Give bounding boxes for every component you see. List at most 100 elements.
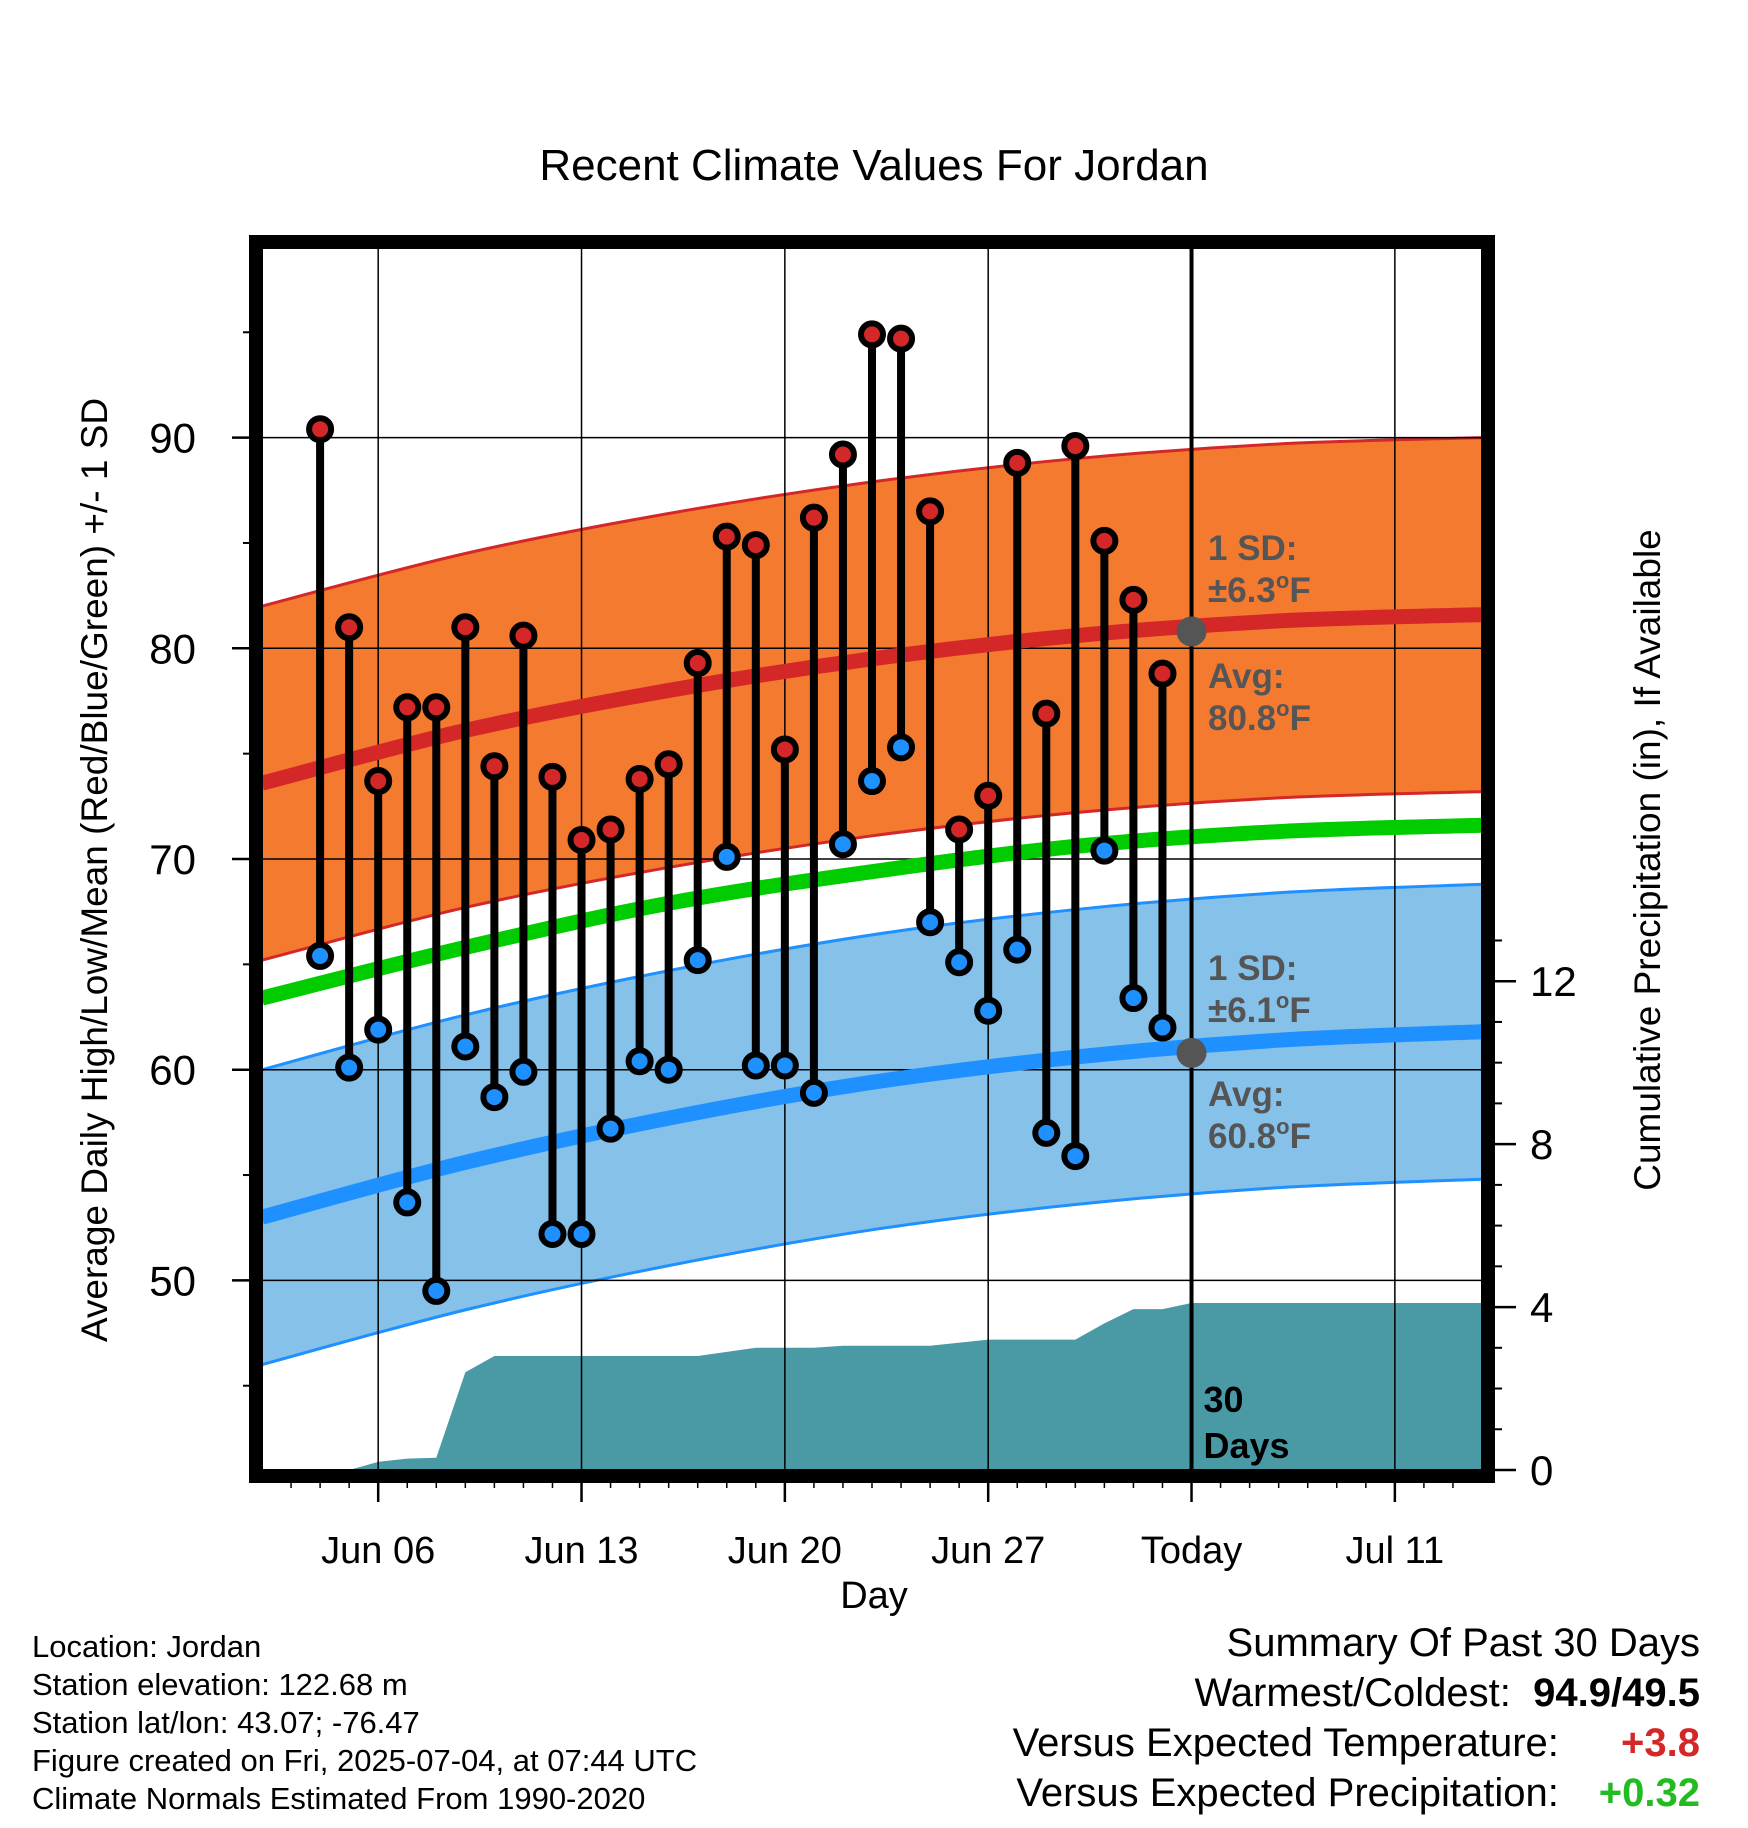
daily-high-point [451,613,480,642]
daily-high-point [1061,432,1090,461]
summary-title: Summary Of Past 30 Days [1226,1621,1700,1665]
precip-area [262,1302,1482,1470]
daily-low-point [974,996,1003,1025]
low-sd-lower-edge [262,1177,1482,1367]
daily-high-point [625,764,654,793]
today-days-line: 30 [1204,1379,1244,1420]
high-sd-label-degree: o [1276,568,1289,593]
today-days-line: Days [1204,1425,1290,1466]
daily-high-point [945,815,974,844]
high-avg-label-degree: o [1276,696,1289,721]
daily-low-point [654,1055,683,1084]
precip-value: +0.32 [1598,1771,1700,1815]
x-axis-label: Day [840,1575,908,1617]
daily-low-point [1090,836,1119,865]
daily-high-point [799,503,828,532]
low-avg-label-degree: o [1276,1114,1289,1139]
y2-tick-label: 4 [1530,1284,1553,1331]
daily-low-point [858,767,886,796]
y-axis-label: Average Daily High/Low/Mean (Red/Blue/Gr… [74,398,115,1342]
summary-panel: Summary Of Past 30 Days Warmest/Coldest:… [1013,1618,1700,1818]
warm-label: Warmest/Coldest: [1194,1671,1511,1715]
daily-high-point [567,826,596,855]
temp-label: Versus Expected Temperature: [1012,1721,1559,1765]
y2-tick-label: 8 [1530,1121,1553,1168]
daily-low-point [1003,935,1032,964]
low-sd-label-degree: o [1276,988,1289,1013]
daily-low-point [364,1015,393,1044]
daily-high-point [422,693,451,722]
temp-value: +3.8 [1621,1721,1700,1765]
x-tick-label: Jun 06 [321,1530,435,1572]
low-avg-marker [1176,1037,1207,1068]
low-normal-line [262,1024,1482,1225]
elevation-text: Station elevation: 122.68 m [32,1667,408,1702]
daily-low-point [1032,1118,1061,1147]
daily-high-point [654,750,683,779]
high-avg-marker [1176,616,1207,647]
daily-low-point [596,1114,625,1143]
daily-low-point [799,1078,828,1107]
daily-high-point [596,815,625,844]
daily-low-point [683,946,712,975]
daily-low-point [887,733,916,762]
x-tick-label: Jun 20 [728,1530,842,1572]
summary-temp-row: Versus Expected Temperature: +3.8 [1013,1718,1700,1768]
daily-low-point [306,941,335,970]
high-avg-label-line: Avg: [1208,657,1284,696]
station-info: Location: Jordan Station elevation: 122.… [32,1628,697,1818]
daily-high-point [1003,448,1032,477]
created-text: Figure created on Fri, 2025-07-04, at 07… [32,1743,698,1778]
plot-frame [249,235,1495,1483]
daily-high-point [712,522,741,551]
climate-chart: Recent Climate Values For Jordan 50 60 70 8… [74,141,1668,1617]
daily-low-point [625,1047,654,1076]
daily-high-point [1032,699,1061,728]
daily-high-point [770,735,799,764]
daily-high-point [916,497,945,526]
daily-low-point [567,1220,596,1249]
low-avg-label: Avg: 60.8oF [1208,1075,1311,1156]
daily-high-point [1119,585,1148,614]
high-sd-label: 1 SD: ±6.3oF [1208,529,1311,610]
daily-low-point [828,830,857,859]
latlon-text: Station lat/lon: 43.07; -76.47 [32,1705,420,1740]
daily-low-point [422,1276,451,1305]
daily-high-point [683,649,712,678]
daily-high-point [538,762,567,791]
daily-low-point [480,1083,509,1112]
x-tick-label: Jul 11 [1346,1530,1445,1572]
daily-low-point [1061,1142,1090,1171]
precip-label: Versus Expected Precipitation: [1016,1771,1559,1815]
high-avg-label-line: 80.8oF [1208,696,1311,738]
daily-high-point [887,324,916,353]
summary-precip-row: Versus Expected Precipitation: +0.32 [1013,1768,1700,1818]
daily-high-point [1148,659,1177,688]
daily-low-point [1148,1013,1177,1042]
high-sd-label-line: ±6.3oF [1208,568,1311,610]
daily-low-point [509,1057,538,1086]
low-sd-band [262,884,1482,1365]
y-tick-label: 60 [149,1047,196,1094]
annotations: 1 SD: ±6.3oF Avg: 80.8oF 1 SD: ±6.1oF Avg: 60.8… [1176,529,1311,1466]
daily-high-point [306,415,335,444]
low-avg-label-unit: F [1290,1117,1311,1156]
daily-low-point [741,1051,770,1080]
x-tick-label: Jun 27 [931,1530,1045,1572]
daily-high-point [335,613,364,642]
daily-low-point [335,1053,364,1082]
location-text: Location: Jordan [32,1629,262,1664]
y-tick-label: 90 [149,415,196,462]
today-days-label: 30 Days [1204,1379,1290,1466]
daily-low-point [945,948,974,977]
x-tick-label: Today [1141,1530,1242,1572]
low-sd-label: 1 SD: ±6.1oF [1208,949,1311,1030]
warm-value: 94.9/49.5 [1533,1671,1700,1715]
daily-high-point [1090,526,1119,555]
low-sd-label-line: ±6.1oF [1208,988,1311,1030]
low-sd-label-unit: F [1289,991,1310,1030]
low-avg-label-line: 60.8oF [1208,1114,1311,1156]
daily-high-point [741,531,770,560]
y-tick-label: 50 [149,1257,196,1304]
daily-high-point [828,440,857,469]
